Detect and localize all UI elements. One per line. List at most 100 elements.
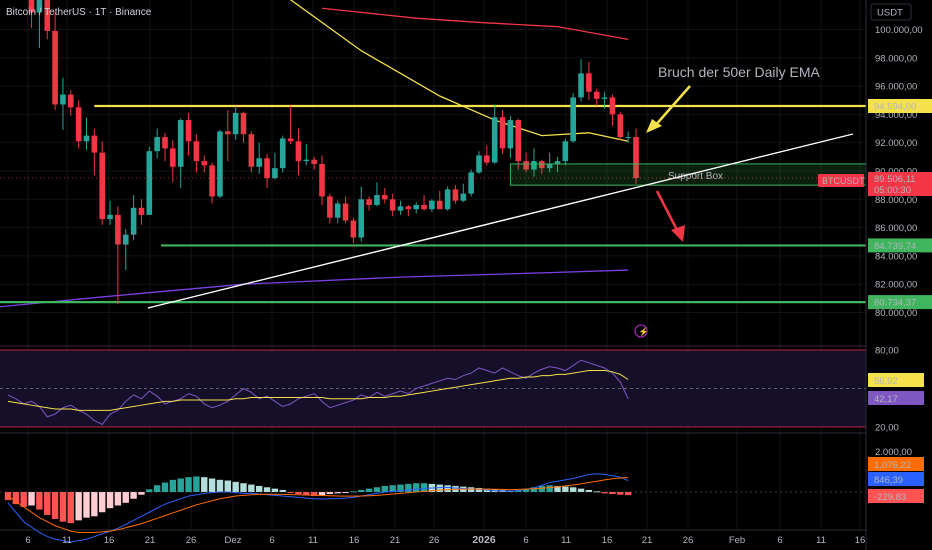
candles[interactable] <box>5 0 639 305</box>
candle-body[interactable] <box>452 189 459 201</box>
candle-body[interactable] <box>232 112 239 135</box>
ma-red-line <box>321 7 629 41</box>
candle-body[interactable] <box>436 200 443 210</box>
candle-body[interactable] <box>36 0 43 13</box>
candle-body[interactable] <box>484 155 490 163</box>
candle-body[interactable] <box>334 203 341 218</box>
macd-histogram-bar <box>99 492 106 513</box>
candle-body[interactable] <box>523 161 529 170</box>
candle-body[interactable] <box>476 155 482 173</box>
candle-body[interactable] <box>578 73 584 98</box>
candle-body[interactable] <box>539 161 545 169</box>
candle-body[interactable] <box>201 161 208 166</box>
candle-body[interactable] <box>256 158 262 167</box>
candle-body[interactable] <box>413 204 419 210</box>
candle-body[interactable] <box>115 214 121 245</box>
currency-button[interactable] <box>870 3 912 21</box>
candle-body[interactable] <box>303 159 310 162</box>
candle-body[interactable] <box>468 172 474 194</box>
macd-histogram-bar <box>130 492 137 499</box>
candle-body[interactable] <box>83 135 90 142</box>
candle-body[interactable] <box>593 91 600 99</box>
candle-body[interactable] <box>460 193 467 201</box>
signal-tag <box>868 457 924 471</box>
candle-body[interactable] <box>507 120 514 149</box>
candle-body[interactable] <box>609 97 616 115</box>
macd-histogram-bar <box>240 483 247 492</box>
time-label: 21 <box>390 535 401 546</box>
candle-body[interactable] <box>264 158 270 179</box>
candle-body[interactable] <box>225 131 231 135</box>
rsi-pane[interactable] <box>0 349 866 428</box>
macd-pane[interactable] <box>0 473 866 543</box>
candle-body[interactable] <box>397 206 404 211</box>
macd-histogram-bar <box>303 492 310 496</box>
candle-body[interactable] <box>444 189 451 210</box>
alert-icon[interactable] <box>634 324 648 338</box>
candle-body[interactable] <box>99 152 105 220</box>
ema200-line <box>0 269 629 308</box>
candle-body[interactable] <box>389 199 396 211</box>
candle-body[interactable] <box>122 234 129 245</box>
candle-body[interactable] <box>601 97 608 99</box>
candle-body[interactable] <box>554 161 561 164</box>
candle-body[interactable] <box>546 163 553 169</box>
price-tick-label: 86.000,00 <box>875 223 917 234</box>
red-arrow-head <box>671 225 685 242</box>
candle-body[interactable] <box>311 159 317 164</box>
candle-body[interactable] <box>91 135 98 153</box>
candle-body[interactable] <box>44 0 51 31</box>
candle-body[interactable] <box>515 120 522 162</box>
candle-body[interactable] <box>617 114 624 138</box>
candle-body[interactable] <box>358 199 365 238</box>
candle-body[interactable] <box>405 206 412 210</box>
candle-body[interactable] <box>319 163 325 197</box>
candle-body[interactable] <box>279 138 286 169</box>
candle-body[interactable] <box>287 138 294 142</box>
candle-body[interactable] <box>586 73 592 92</box>
candle-body[interactable] <box>170 148 176 167</box>
candle-body[interactable] <box>491 117 498 163</box>
candle-body[interactable] <box>68 94 74 108</box>
candle-body[interactable] <box>185 120 192 142</box>
candle-body[interactable] <box>327 196 333 218</box>
candle-body[interactable] <box>562 141 569 162</box>
candle-body[interactable] <box>52 30 58 105</box>
candle-body[interactable] <box>429 200 435 210</box>
candle-body[interactable] <box>138 207 145 215</box>
candle-body[interactable] <box>499 117 506 149</box>
macd-histogram-bar <box>342 492 349 493</box>
candle-body[interactable] <box>366 199 372 205</box>
candle-body[interactable] <box>217 131 223 197</box>
candle-body[interactable] <box>382 195 388 200</box>
candle-body[interactable] <box>625 137 631 139</box>
symbol-tag-label: BTCUSDT <box>822 176 865 186</box>
candle-body[interactable] <box>342 203 349 221</box>
candle-body[interactable] <box>28 0 35 13</box>
candle-body[interactable] <box>240 112 247 135</box>
candle-body[interactable] <box>162 137 168 149</box>
candle-body[interactable] <box>531 161 537 170</box>
candle-body[interactable] <box>248 134 255 167</box>
candle-body[interactable] <box>570 97 576 142</box>
symbol-tag <box>818 174 864 187</box>
macd-histogram-bar <box>59 492 67 522</box>
candle-body[interactable] <box>350 220 357 238</box>
candle-body[interactable] <box>177 120 184 167</box>
candle-body[interactable] <box>295 141 302 162</box>
candle-body[interactable] <box>75 107 82 142</box>
candle-body[interactable] <box>633 137 639 179</box>
time-axis[interactable]: 6 11 16 21 26 Dez 6 11 16 21 26 2026 6 11 16 21 26 Feb 6 11… <box>25 534 865 546</box>
candle-body[interactable] <box>146 151 153 215</box>
macd-histogram-bar <box>373 487 381 492</box>
candle-body[interactable] <box>209 165 215 197</box>
candle-body[interactable] <box>154 137 160 152</box>
candle-body[interactable] <box>130 207 137 235</box>
candle-body[interactable] <box>107 214 113 220</box>
candle-body[interactable] <box>374 195 380 205</box>
candle-body[interactable] <box>193 141 200 162</box>
candle-body[interactable] <box>60 94 66 105</box>
candle-body[interactable] <box>421 204 427 210</box>
candle-body[interactable] <box>272 168 278 179</box>
